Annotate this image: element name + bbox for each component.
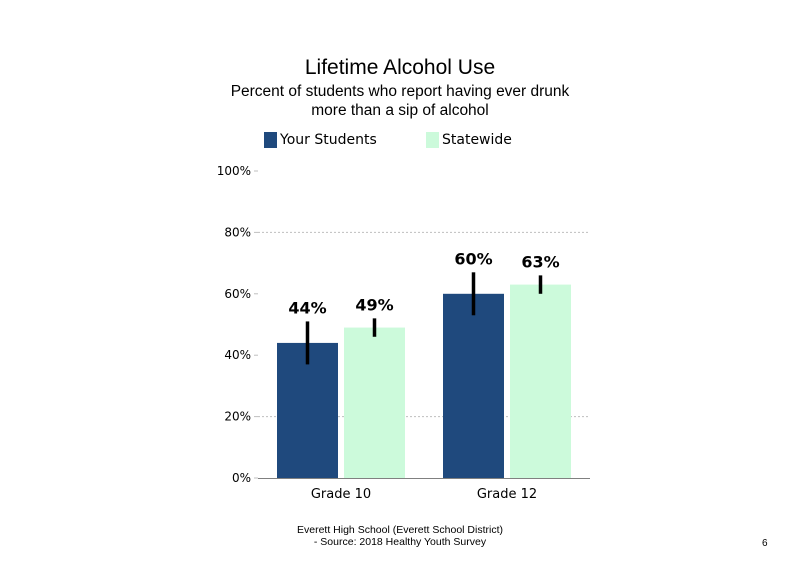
footer-source-line: - Source: 2018 Healthy Youth Survey <box>313 536 487 548</box>
data-label-0-1: 60% <box>454 249 492 268</box>
y-tick-label-100: 100% <box>217 164 251 178</box>
data-label-0-0: 44% <box>288 298 326 317</box>
legend-item-your-students: Your Students <box>264 132 377 148</box>
chart-legend: Your Students Statewide <box>0 132 800 154</box>
y-tick-label-60: 60% <box>224 287 251 301</box>
data-label-1-0: 49% <box>355 295 393 314</box>
bar-your-students-grade-10 <box>277 342 338 478</box>
chart-subtitle: Percent of students who report having ev… <box>0 82 800 120</box>
legend-label-statewide: Statewide <box>442 132 512 148</box>
bar-statewide-grade-12 <box>510 284 571 478</box>
x-category-label-0: Grade 10 <box>311 487 371 502</box>
x-category-label-1: Grade 12 <box>477 487 537 502</box>
y-tick-label-0: 0% <box>232 471 251 485</box>
subtitle-line-1: Percent of students who report having ev… <box>230 83 570 100</box>
footer-source: Everett High School (Everett School Dist… <box>200 524 600 548</box>
legend-item-statewide: Statewide <box>426 132 512 148</box>
subtitle-line-2: more than a sip of alcohol <box>311 102 489 119</box>
y-tick-label-20: 20% <box>224 410 251 424</box>
y-tick-label-80: 80% <box>224 225 251 239</box>
data-label-1-1: 63% <box>521 252 559 271</box>
y-tick-label-40: 40% <box>224 348 251 362</box>
legend-label-your-students: Your Students <box>280 132 377 148</box>
chart-title: Lifetime Alcohol Use <box>304 56 496 79</box>
legend-swatch-your-students <box>264 132 277 148</box>
bar-statewide-grade-10 <box>344 327 405 478</box>
page-number: 6 <box>762 538 768 549</box>
footer-school: Everett High School (Everett School Dist… <box>297 524 503 536</box>
legend-swatch-statewide <box>426 132 439 148</box>
bar-your-students-grade-12 <box>443 293 504 478</box>
